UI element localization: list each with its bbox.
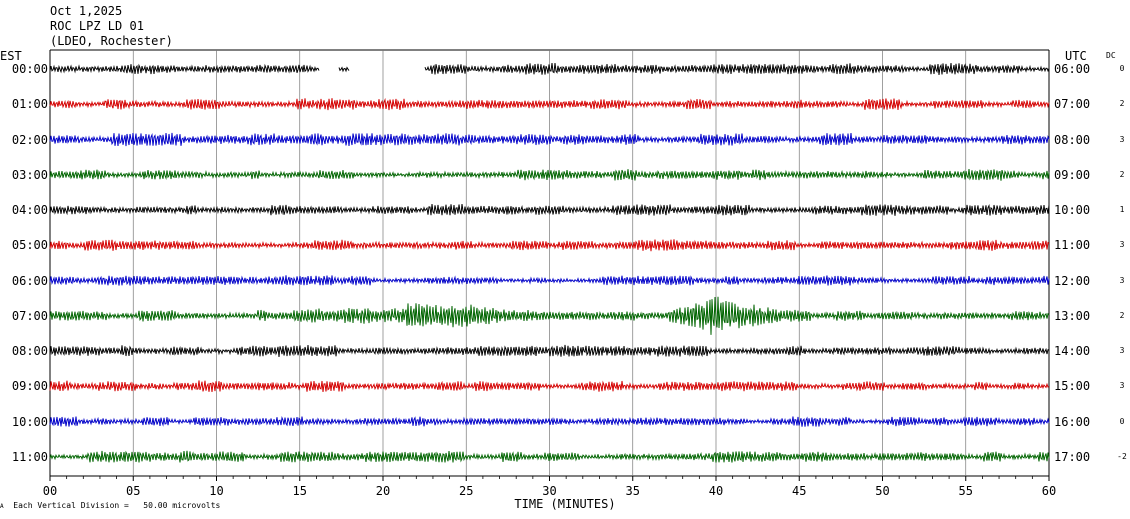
trace-1100 [49, 450, 1050, 463]
dc-value: 2 [1119, 99, 1125, 109]
utc-hour-label: 16:00 [1054, 414, 1091, 429]
est-hour-label: 02:00 [11, 132, 48, 147]
utc-hour-label: 12:00 [1054, 273, 1091, 288]
footer-note: A Each Vertical Division = 50.00 microvo… [0, 501, 220, 512]
trace-0300 [49, 168, 1050, 181]
est-hour-label: 09:00 [11, 379, 48, 394]
utc-hour-label: 14:00 [1054, 344, 1091, 358]
trace-0700 [49, 296, 1050, 335]
dc-value: 3 [1119, 275, 1125, 285]
x-tick-label: 50 [875, 484, 890, 498]
x-tick-label: 55 [958, 484, 973, 498]
x-tick-label: 60 [1041, 484, 1057, 498]
dc-value: 1 [1119, 205, 1125, 214]
dc-value: 3 [1119, 381, 1125, 391]
trace-0800 [49, 344, 1049, 358]
utc-hour-label: 15:00 [1054, 379, 1091, 394]
est-hour-label: 06:00 [11, 273, 48, 288]
x-axis-label: TIME (MINUTES) [514, 497, 616, 511]
dc-value: 2 [1119, 310, 1125, 320]
header-date: Oct 1,2025 [50, 4, 123, 18]
utc-hour-label: 11:00 [1054, 238, 1091, 253]
vertical-division-note: Each Vertical Division = 50.00 microvolt… [13, 501, 221, 510]
trace-0600 [49, 275, 1050, 286]
x-tick-label: 40 [708, 484, 724, 498]
trace-0100 [49, 97, 1050, 111]
header-station: ROC LPZ LD 01 [50, 19, 144, 33]
utc-hour-label: 10:00 [1054, 203, 1091, 217]
header-network: (LDEO, Rochester) [50, 34, 173, 48]
utc-hour-label: 09:00 [1054, 167, 1091, 182]
utc-label: UTC [1065, 49, 1087, 63]
dc-value: 3 [1119, 346, 1125, 355]
dc-label: DC [1106, 51, 1116, 60]
est-hour-label: 07:00 [11, 308, 48, 323]
dc-value: -2 [1117, 451, 1127, 461]
footer-mark: A [0, 503, 4, 510]
x-tick-label: 20 [375, 484, 391, 498]
est-hour-label: 05:00 [11, 238, 48, 253]
x-tick-label: 10 [209, 484, 224, 498]
x-tick-label: 45 [792, 484, 807, 498]
est-label: EST [0, 49, 22, 63]
dc-value: 2 [1119, 169, 1125, 179]
utc-hour-label: 08:00 [1054, 132, 1091, 147]
dc-value: 3 [1119, 240, 1125, 250]
utc-hour-label: 07:00 [1054, 97, 1091, 112]
x-tick-label: 05 [126, 484, 141, 498]
est-hour-label: 03:00 [11, 167, 48, 182]
x-tick-label: 35 [625, 484, 640, 498]
trace-0900 [49, 380, 1050, 392]
utc-hour-label: 17:00 [1054, 449, 1091, 464]
trace-0400 [49, 204, 1050, 216]
trace-0000 [49, 63, 1050, 75]
dc-value: 0 [1119, 64, 1125, 73]
x-tick-label: 25 [459, 484, 474, 498]
est-hour-label: 11:00 [11, 449, 48, 464]
trace-0200 [49, 132, 1050, 147]
est-hour-label: 08:00 [11, 344, 48, 358]
x-tick-label: 30 [542, 484, 557, 498]
est-hour-label: 01:00 [11, 97, 48, 112]
est-hour-label: 04:00 [11, 203, 48, 217]
dc-value: 0 [1119, 416, 1125, 426]
dc-value: 3 [1119, 134, 1125, 144]
utc-hour-label: 06:00 [1054, 62, 1091, 76]
x-tick-label: 00 [42, 484, 58, 498]
utc-hour-label: 13:00 [1054, 308, 1091, 323]
trace-0500 [49, 239, 1050, 252]
est-hour-label: 10:00 [11, 414, 48, 429]
est-hour-label: 00:00 [11, 62, 48, 76]
x-tick-label: 15 [292, 484, 307, 498]
trace-1000 [49, 415, 1050, 427]
